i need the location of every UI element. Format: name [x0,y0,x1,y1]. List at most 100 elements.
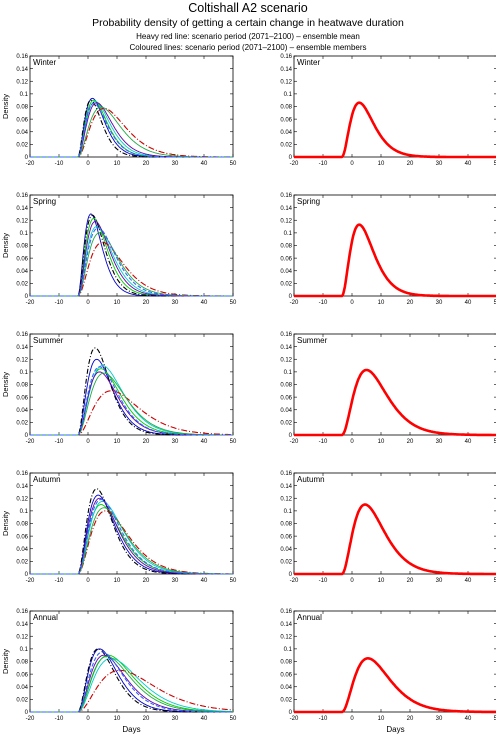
ensemble-mean-curve [293,101,496,159]
y-tick-label: 0.12 [280,634,292,640]
x-tick-label: 30 [436,578,443,584]
y-tick-label: 0.12 [280,357,292,363]
y-tick-label: 0.16 [280,54,292,60]
axes-frame [293,610,496,713]
y-tick-label: 0 [289,433,293,439]
x-tick-label: -10 [319,578,328,584]
panel-label: Annual [33,613,58,622]
axes-frame [29,333,234,436]
y-tick-label: 0.08 [16,244,28,250]
figure-title: Coltishall A2 scenario [188,1,308,15]
y-axis-label: Density [1,94,10,119]
y-tick-label: 0.1 [20,92,29,98]
member-curve-7 [30,372,233,436]
ensemble-mean-curve [293,656,496,714]
x-tick-label: -10 [55,439,64,445]
x-tick-label: -20 [290,300,299,306]
member-curve-8 [30,102,233,158]
x-tick-label: -10 [55,578,64,584]
panel-label: Summer [33,336,64,345]
y-tick-label: 0.08 [280,383,292,389]
x-tick-label: 0 [86,578,90,584]
y-tick-label: 0.12 [16,79,28,85]
x-tick-label: 30 [172,716,179,722]
y-tick-label: 0.16 [16,332,28,338]
x-tick-label: 50 [494,300,496,306]
x-tick-label: 50 [494,161,496,167]
axes-frame [293,194,496,297]
x-tick-label: 20 [143,161,150,167]
x-tick-label: -10 [319,716,328,722]
panel-label: Spring [297,197,320,206]
y-tick-label: 0 [289,572,293,578]
x-tick-label: 40 [465,578,472,584]
x-tick-label: 0 [350,161,354,167]
y-tick-label: 0.02 [280,560,292,566]
axes-frame [29,472,234,575]
y-tick-label: 0.06 [280,672,292,678]
figure-subtitle: Probability density of getting a certain… [92,17,404,29]
y-tick-label: 0.06 [16,672,28,678]
x-tick-label: -20 [26,716,35,722]
ensemble-mean-curve [293,368,496,437]
member-curve-8 [30,498,233,575]
x-tick-label: 0 [86,161,90,167]
y-tick-label: 0.02 [16,143,28,149]
x-tick-label: 40 [465,716,472,722]
panel-label: Autumn [33,475,61,484]
axes-frame [293,472,496,575]
x-tick-label: 0 [350,439,354,445]
x-tick-label: -10 [319,161,328,167]
axes-frame [293,333,496,436]
x-tick-label: 40 [201,439,208,445]
y-tick-label: 0.16 [280,332,292,338]
y-tick-label: 0.1 [284,647,293,653]
y-tick-label: 0.1 [20,370,29,376]
x-tick-label: 30 [436,300,443,306]
x-tick-label: 10 [378,439,385,445]
y-tick-label: 0.04 [280,547,292,553]
x-tick-label: -20 [26,578,35,584]
x-tick-label: 20 [143,300,150,306]
x-tick-label: 10 [114,578,121,584]
x-tick-label: 10 [378,578,385,584]
panel-spring-members: 0 0.02 0.04 0.06 0.08 0.1 0.12 0.14 0.16 -20 -10 0 1… [1,193,237,306]
y-tick-label: 0 [25,155,29,161]
y-tick-label: 0.16 [280,193,292,199]
x-tick-label: 30 [172,578,179,584]
x-axis-label: Days [122,725,140,734]
y-tick-label: 0.02 [280,143,292,149]
member-curve-1 [30,97,233,158]
member-curve-6 [30,669,234,713]
y-tick-label: 0 [289,155,293,161]
y-tick-label: 0.12 [16,218,28,224]
member-curve-4 [30,99,233,158]
x-tick-label: 40 [201,300,208,306]
y-tick-label: 0.02 [16,282,28,288]
member-curve-5 [30,497,233,575]
legend-note-mean: Heavy red line: scenario period (2071–21… [136,32,360,41]
x-tick-label: 0 [350,578,354,584]
y-tick-label: 0.12 [16,357,28,363]
y-tick-label: 0.1 [284,92,293,98]
x-tick-label: -10 [55,300,64,306]
x-tick-label: 50 [230,300,237,306]
panel-winter-mean: 0 0.02 0.04 0.06 0.08 0.1 0.12 0.14 0.16 -20 -10 0 1… [280,54,496,167]
y-tick-label: 0.08 [280,105,292,111]
panel-label: Winter [297,58,320,67]
y-axis-label: Density [1,372,10,397]
y-tick-label: 0.14 [16,622,28,628]
x-tick-label: 0 [86,439,90,445]
y-tick-label: 0.02 [16,421,28,427]
x-axis-label: Days [386,725,404,734]
panel-spring-mean: 0 0.02 0.04 0.06 0.08 0.1 0.12 0.14 0.16 -20 -10 0 1… [280,193,496,306]
x-tick-label: 30 [436,439,443,445]
y-tick-label: 0.14 [280,345,292,351]
x-tick-label: -10 [55,716,64,722]
member-curve-4 [30,488,233,575]
member-curve-4 [30,648,233,713]
panel-winter-members: 0 0.02 0.04 0.06 0.08 0.1 0.12 0.14 0.16 -20 -10 0 1… [1,54,237,167]
panel-label: Winter [33,58,56,67]
member-curve-3 [30,500,233,575]
y-tick-label: 0.08 [280,244,292,250]
